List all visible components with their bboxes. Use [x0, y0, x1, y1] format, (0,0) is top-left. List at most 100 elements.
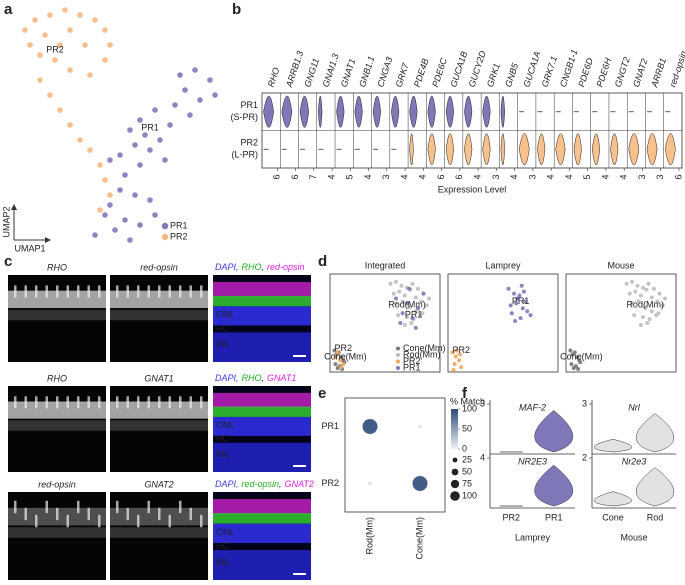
cluster-label: PR2 [46, 44, 64, 54]
green-layer [213, 513, 311, 524]
point [647, 317, 652, 322]
point [410, 281, 415, 286]
legend-title: % Match [450, 396, 485, 406]
point [32, 17, 38, 23]
point [394, 296, 398, 301]
point [335, 366, 340, 371]
point [396, 313, 401, 318]
magenta-layer [213, 499, 311, 515]
point [27, 42, 33, 48]
gene-label: GNAT2 [631, 57, 650, 88]
merge-label: DAPI, RHO, red-opsin [215, 262, 305, 272]
x-tick-label: 4 [399, 174, 409, 179]
point [652, 286, 656, 291]
violin [464, 133, 473, 166]
channel-label: RHO [47, 262, 67, 272]
signal-spot [98, 514, 101, 528]
point [419, 299, 424, 304]
x-tick-label: 4 [509, 174, 519, 179]
signal-spot [158, 285, 161, 298]
green-layer [213, 295, 311, 307]
point [519, 283, 524, 288]
blue-layer [213, 306, 311, 326]
violin [354, 95, 363, 128]
point [514, 301, 519, 306]
x-axis-label: UMAP1 [14, 243, 45, 253]
signal-spot [56, 396, 59, 409]
signal-spot [14, 500, 17, 514]
violin [391, 95, 400, 128]
signal-spot [77, 285, 80, 298]
merge-label: DAPI, red-opsin, GNAT2 [215, 479, 314, 489]
point [37, 52, 43, 58]
cluster-label: PR1 [512, 296, 530, 306]
x-tick-label: 6 [436, 174, 446, 179]
point [513, 319, 518, 324]
point [87, 147, 93, 153]
gene-label: PDE6H [594, 56, 613, 88]
signal-band [110, 309, 208, 321]
signal-spot [66, 285, 69, 298]
signal-spot [35, 396, 38, 409]
point [137, 162, 143, 168]
category-label: PR2 [502, 512, 520, 522]
point [421, 291, 426, 296]
gene-label: PDE6D [576, 56, 595, 88]
point [512, 291, 516, 296]
point [402, 293, 407, 298]
violin [573, 133, 582, 166]
signal-spot [116, 285, 119, 298]
point [97, 207, 103, 213]
cluster-label: Cone(Mm) [324, 352, 367, 362]
gene-label: GNAT1 [339, 57, 358, 88]
channel-label: GNAT2 [144, 479, 173, 489]
point [341, 362, 346, 367]
point [112, 227, 118, 233]
point [649, 309, 654, 314]
merge-label-part: red-opsin [242, 479, 280, 489]
gene-label: GNAI1.3 [321, 52, 341, 88]
channel-label: GNAT1 [144, 373, 173, 383]
gene-label: GNG11 [302, 57, 321, 88]
plot-frame [344, 397, 446, 513]
row-label: PR2 [240, 138, 258, 148]
point [458, 352, 463, 357]
magenta-layer [213, 392, 311, 409]
point [578, 360, 583, 365]
x-tick-label: 3 [637, 174, 647, 179]
blue-layer [213, 442, 311, 472]
signal-spot [35, 514, 38, 528]
legend-label: PR1 [170, 220, 188, 230]
point [405, 315, 409, 320]
point [22, 27, 28, 33]
point [657, 291, 662, 296]
violin [555, 133, 566, 166]
panel-title: Integrated [365, 260, 406, 270]
violin [445, 95, 454, 128]
point [67, 122, 73, 128]
signal-band [110, 290, 208, 309]
cluster-label: PR1 [141, 122, 159, 132]
gene-label: CNGA3 [375, 56, 394, 89]
signal-spot [35, 285, 38, 298]
point [654, 313, 659, 318]
point [400, 299, 405, 304]
point [399, 283, 404, 288]
layer-label: INL [216, 557, 230, 567]
panel-label: a [4, 1, 13, 18]
gene-label: Nrl [628, 402, 640, 412]
violin [372, 95, 381, 128]
gene-label: MAF-2 [519, 402, 546, 412]
merge-label-part: red-opsin [267, 262, 305, 272]
merge-label-part: , [262, 373, 265, 383]
row-label: PR1 [321, 421, 339, 431]
point [528, 313, 533, 318]
signal-spot [14, 285, 17, 298]
signal-spot [24, 285, 27, 298]
size-legend-label: 100 [462, 490, 477, 500]
size-legend-dot [452, 457, 458, 463]
merge-label-part: RHO [242, 262, 262, 272]
blue-layer [213, 416, 311, 436]
point [575, 355, 579, 360]
signal-spot [14, 396, 17, 409]
